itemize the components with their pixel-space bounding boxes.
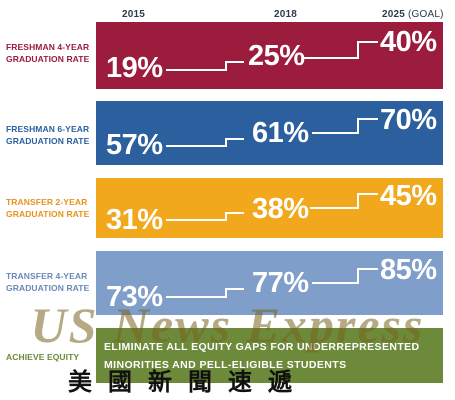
value-2018: 25% bbox=[248, 40, 305, 72]
row-label-transfer-4-year: TRANSFER 4-YEAR GRADUATION RATE bbox=[6, 270, 94, 294]
row-label-line1: TRANSFER 2-YEAR bbox=[6, 197, 88, 207]
band-step-line bbox=[166, 118, 378, 147]
value-2025: 40% bbox=[380, 26, 437, 58]
column-header-2025-goal: 2025 (GOAL) bbox=[382, 9, 444, 20]
band-step-line bbox=[166, 268, 378, 298]
band-step-line bbox=[166, 193, 378, 221]
value-2018: 38% bbox=[252, 193, 309, 225]
row-label-freshman-4-year: FRESHMAN 4-YEAR GRADUATION RATE bbox=[6, 41, 94, 65]
value-2025: 70% bbox=[380, 104, 437, 136]
value-2018: 61% bbox=[252, 117, 309, 149]
band-transfer-4-year: 73% 77% 85% bbox=[96, 251, 443, 315]
row-label-line1: TRANSFER 4-YEAR bbox=[6, 271, 88, 281]
row-label-freshman-6-year: FRESHMAN 6-YEAR GRADUATION RATE bbox=[6, 123, 94, 147]
row-label-achieve-equity: ACHIEVE EQUITY bbox=[6, 352, 80, 362]
row-label-line2: GRADUATION RATE bbox=[6, 209, 90, 219]
row-label-line2: GRADUATION RATE bbox=[6, 136, 90, 146]
value-2015: 57% bbox=[106, 129, 163, 161]
band-freshman-6-year: 57% 61% 70% bbox=[96, 101, 443, 165]
value-2015: 31% bbox=[106, 204, 163, 236]
row-label-line1: FRESHMAN 4-YEAR bbox=[6, 42, 90, 52]
band-step-line bbox=[166, 41, 378, 71]
band-freshman-4-year: 19% 25% 40% bbox=[96, 22, 443, 89]
equity-text-line2: MINORITIES AND PELL-ELIGIBLE STUDENTS bbox=[104, 359, 347, 371]
column-header-2015: 2015 bbox=[122, 9, 146, 20]
row-label-transfer-2-year: TRANSFER 2-YEAR GRADUATION RATE bbox=[6, 196, 94, 220]
value-2025: 85% bbox=[380, 254, 437, 286]
row-label-line1: FRESHMAN 6-YEAR bbox=[6, 124, 90, 134]
column-header-goal-note: (GOAL) bbox=[408, 9, 444, 20]
band-transfer-2-year: 31% 38% 45% bbox=[96, 178, 443, 238]
band-achieve-equity: ELIMINATE ALL EQUITY GAPS FOR UNDERREPRE… bbox=[96, 328, 443, 383]
value-2015: 19% bbox=[106, 52, 163, 84]
row-label-line2: GRADUATION RATE bbox=[6, 283, 90, 293]
column-header-2025-year: 2025 bbox=[382, 9, 406, 20]
value-2025: 45% bbox=[380, 180, 437, 212]
row-label-line2: GRADUATION RATE bbox=[6, 54, 90, 64]
value-2018: 77% bbox=[252, 267, 309, 299]
equity-text-line1: ELIMINATE ALL EQUITY GAPS FOR UNDERREPRE… bbox=[104, 341, 420, 353]
column-header-2018: 2018 bbox=[274, 9, 298, 20]
value-2015: 73% bbox=[106, 281, 163, 313]
